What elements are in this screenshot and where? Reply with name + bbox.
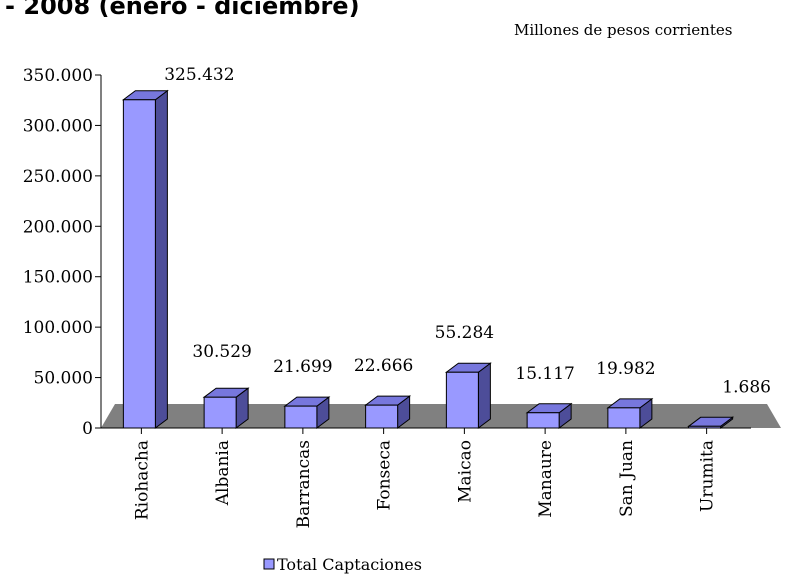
data-label: 55.284 [435, 323, 494, 343]
data-labels-group: 325.432 30.529 21.699 22.666 55.284 15.117 19.… [164, 65, 771, 397]
y-tick-label: 100.000 [23, 318, 93, 338]
data-label: 325.432 [164, 65, 234, 85]
data-label: 22.666 [354, 356, 413, 376]
y-axis-ticks: 0 50.000 100.000 150.000 200.000 250.000 300.0… [23, 66, 101, 439]
bar-side [477, 362, 491, 429]
y-tick-label: 350.000 [23, 66, 93, 86]
bar-side [154, 89, 168, 429]
y-tick-label: 300.000 [23, 116, 93, 136]
bar-front [122, 99, 156, 429]
y-tick-label: 250.000 [23, 167, 93, 187]
chart-floor [101, 404, 781, 428]
bar-fonseca [364, 395, 412, 429]
bar-front [365, 404, 399, 429]
bar-front [688, 425, 722, 429]
data-label: 21.699 [273, 357, 332, 377]
data-label: 19.982 [596, 359, 655, 379]
x-tick-label: Urumita [698, 440, 718, 512]
bar-front [284, 405, 318, 429]
bar-barrancas [283, 396, 331, 429]
chart-subtitle: Millones de pesos corrientes [514, 21, 732, 39]
bar-front [203, 396, 237, 429]
x-axis-labels: Riohacha Albania Barrancas Fonseca Maicao Man… [132, 428, 718, 528]
data-label: 15.117 [515, 364, 574, 384]
y-tick-label: 200.000 [23, 217, 93, 237]
bar-manaure [525, 402, 573, 429]
bar-front [445, 371, 479, 429]
x-tick-label: Fonseca [375, 440, 395, 511]
x-tick-label: Riohacha [132, 440, 152, 520]
x-tick-label: Albania [213, 440, 233, 506]
x-tick-label: Manaure [536, 440, 556, 518]
bar-riohacha [121, 89, 169, 429]
x-tick-label: Maicao [455, 440, 475, 503]
bars-group [121, 89, 735, 429]
y-tick-label: 50.000 [34, 369, 93, 389]
data-label: 30.529 [192, 342, 251, 362]
bar-albania [202, 387, 250, 429]
x-tick-label: Barrancas [294, 440, 314, 528]
bar-front [607, 407, 641, 429]
bar-front [526, 412, 560, 429]
legend: Total Captaciones [263, 555, 422, 574]
x-tick-label: San Juan [617, 440, 637, 517]
bar-maicao [444, 362, 492, 429]
bar-san-juan [606, 397, 654, 429]
y-tick-label: 150.000 [23, 268, 93, 288]
data-label: 1.686 [722, 377, 771, 397]
chart-title: 5 - 2008 (enero - diciembre) [0, 0, 360, 20]
legend-swatch [263, 558, 275, 570]
y-tick-label: 0 [82, 419, 93, 439]
legend-label: Total Captaciones [277, 555, 422, 574]
bar-urumita [687, 416, 735, 429]
